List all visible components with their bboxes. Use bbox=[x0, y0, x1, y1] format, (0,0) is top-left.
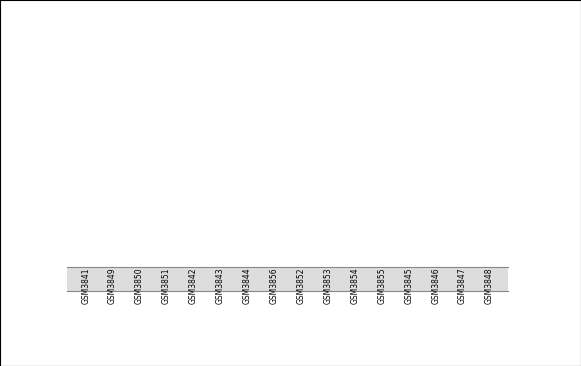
Text: GSM3847: GSM3847 bbox=[458, 268, 467, 305]
Text: GSM3846: GSM3846 bbox=[431, 268, 440, 305]
Bar bbox=[485, 179, 494, 266]
Text: no uniconazole-P: no uniconazole-P bbox=[304, 299, 381, 308]
Text: GSM3856: GSM3856 bbox=[270, 268, 279, 305]
Text: strain: strain bbox=[3, 274, 31, 284]
Text: GSM3843: GSM3843 bbox=[216, 268, 225, 305]
Point bbox=[377, 105, 386, 111]
Point bbox=[270, 105, 279, 111]
Point bbox=[242, 98, 252, 104]
Bar bbox=[458, 154, 467, 266]
Bar bbox=[108, 139, 117, 266]
Bar bbox=[350, 154, 360, 266]
Bar bbox=[162, 163, 171, 266]
Text: GSM3852: GSM3852 bbox=[296, 268, 306, 304]
Bar bbox=[135, 153, 144, 266]
Bar bbox=[399, 292, 508, 314]
Text: GSM3841: GSM3841 bbox=[81, 268, 90, 304]
Bar bbox=[242, 153, 252, 266]
Text: agent: agent bbox=[3, 298, 31, 309]
Bar bbox=[270, 160, 279, 266]
Text: GSM3845: GSM3845 bbox=[404, 268, 413, 305]
Text: GSM3855: GSM3855 bbox=[377, 268, 386, 305]
Point bbox=[108, 91, 117, 97]
Bar bbox=[288, 292, 397, 314]
Bar bbox=[216, 174, 225, 266]
Text: count: count bbox=[96, 322, 124, 332]
Bar bbox=[404, 159, 414, 266]
Text: GSM3844: GSM3844 bbox=[243, 268, 252, 305]
Point bbox=[431, 133, 440, 139]
Point bbox=[216, 112, 225, 117]
Point bbox=[350, 98, 360, 104]
Point bbox=[189, 89, 198, 94]
Text: percentile rank within the sample: percentile rank within the sample bbox=[96, 341, 261, 351]
Bar bbox=[178, 292, 287, 314]
Bar bbox=[67, 268, 287, 290]
Text: GSM3848: GSM3848 bbox=[485, 268, 494, 304]
Text: wild type: wild type bbox=[376, 274, 420, 284]
Bar bbox=[67, 292, 177, 314]
Bar bbox=[296, 171, 306, 266]
Bar bbox=[288, 268, 508, 290]
Point bbox=[296, 105, 306, 111]
Bar bbox=[323, 164, 333, 266]
Bar bbox=[431, 212, 440, 266]
Text: GSM3851: GSM3851 bbox=[162, 268, 171, 304]
Text: GSM3849: GSM3849 bbox=[108, 268, 117, 305]
Point bbox=[162, 105, 171, 111]
Text: GSM3850: GSM3850 bbox=[135, 268, 144, 305]
Text: GDS378 / 12075_at: GDS378 / 12075_at bbox=[67, 19, 194, 32]
Text: pickle mutant: pickle mutant bbox=[144, 274, 211, 284]
Point bbox=[485, 112, 494, 117]
Bar bbox=[81, 87, 91, 266]
Text: no uniconazole-P: no uniconazole-P bbox=[84, 299, 160, 308]
Bar bbox=[84, 331, 89, 332]
Point bbox=[324, 100, 333, 106]
Point bbox=[81, 77, 90, 83]
Text: uniconazole-P: uniconazole-P bbox=[201, 299, 264, 308]
Text: uniconazole-P: uniconazole-P bbox=[422, 299, 485, 308]
Bar bbox=[189, 125, 198, 266]
Point bbox=[458, 100, 467, 106]
Text: GSM3854: GSM3854 bbox=[350, 268, 360, 305]
Point bbox=[404, 105, 414, 111]
Point bbox=[135, 98, 144, 104]
Text: GSM3842: GSM3842 bbox=[189, 268, 198, 304]
Text: GSM3853: GSM3853 bbox=[324, 268, 332, 305]
Bar bbox=[377, 167, 386, 266]
